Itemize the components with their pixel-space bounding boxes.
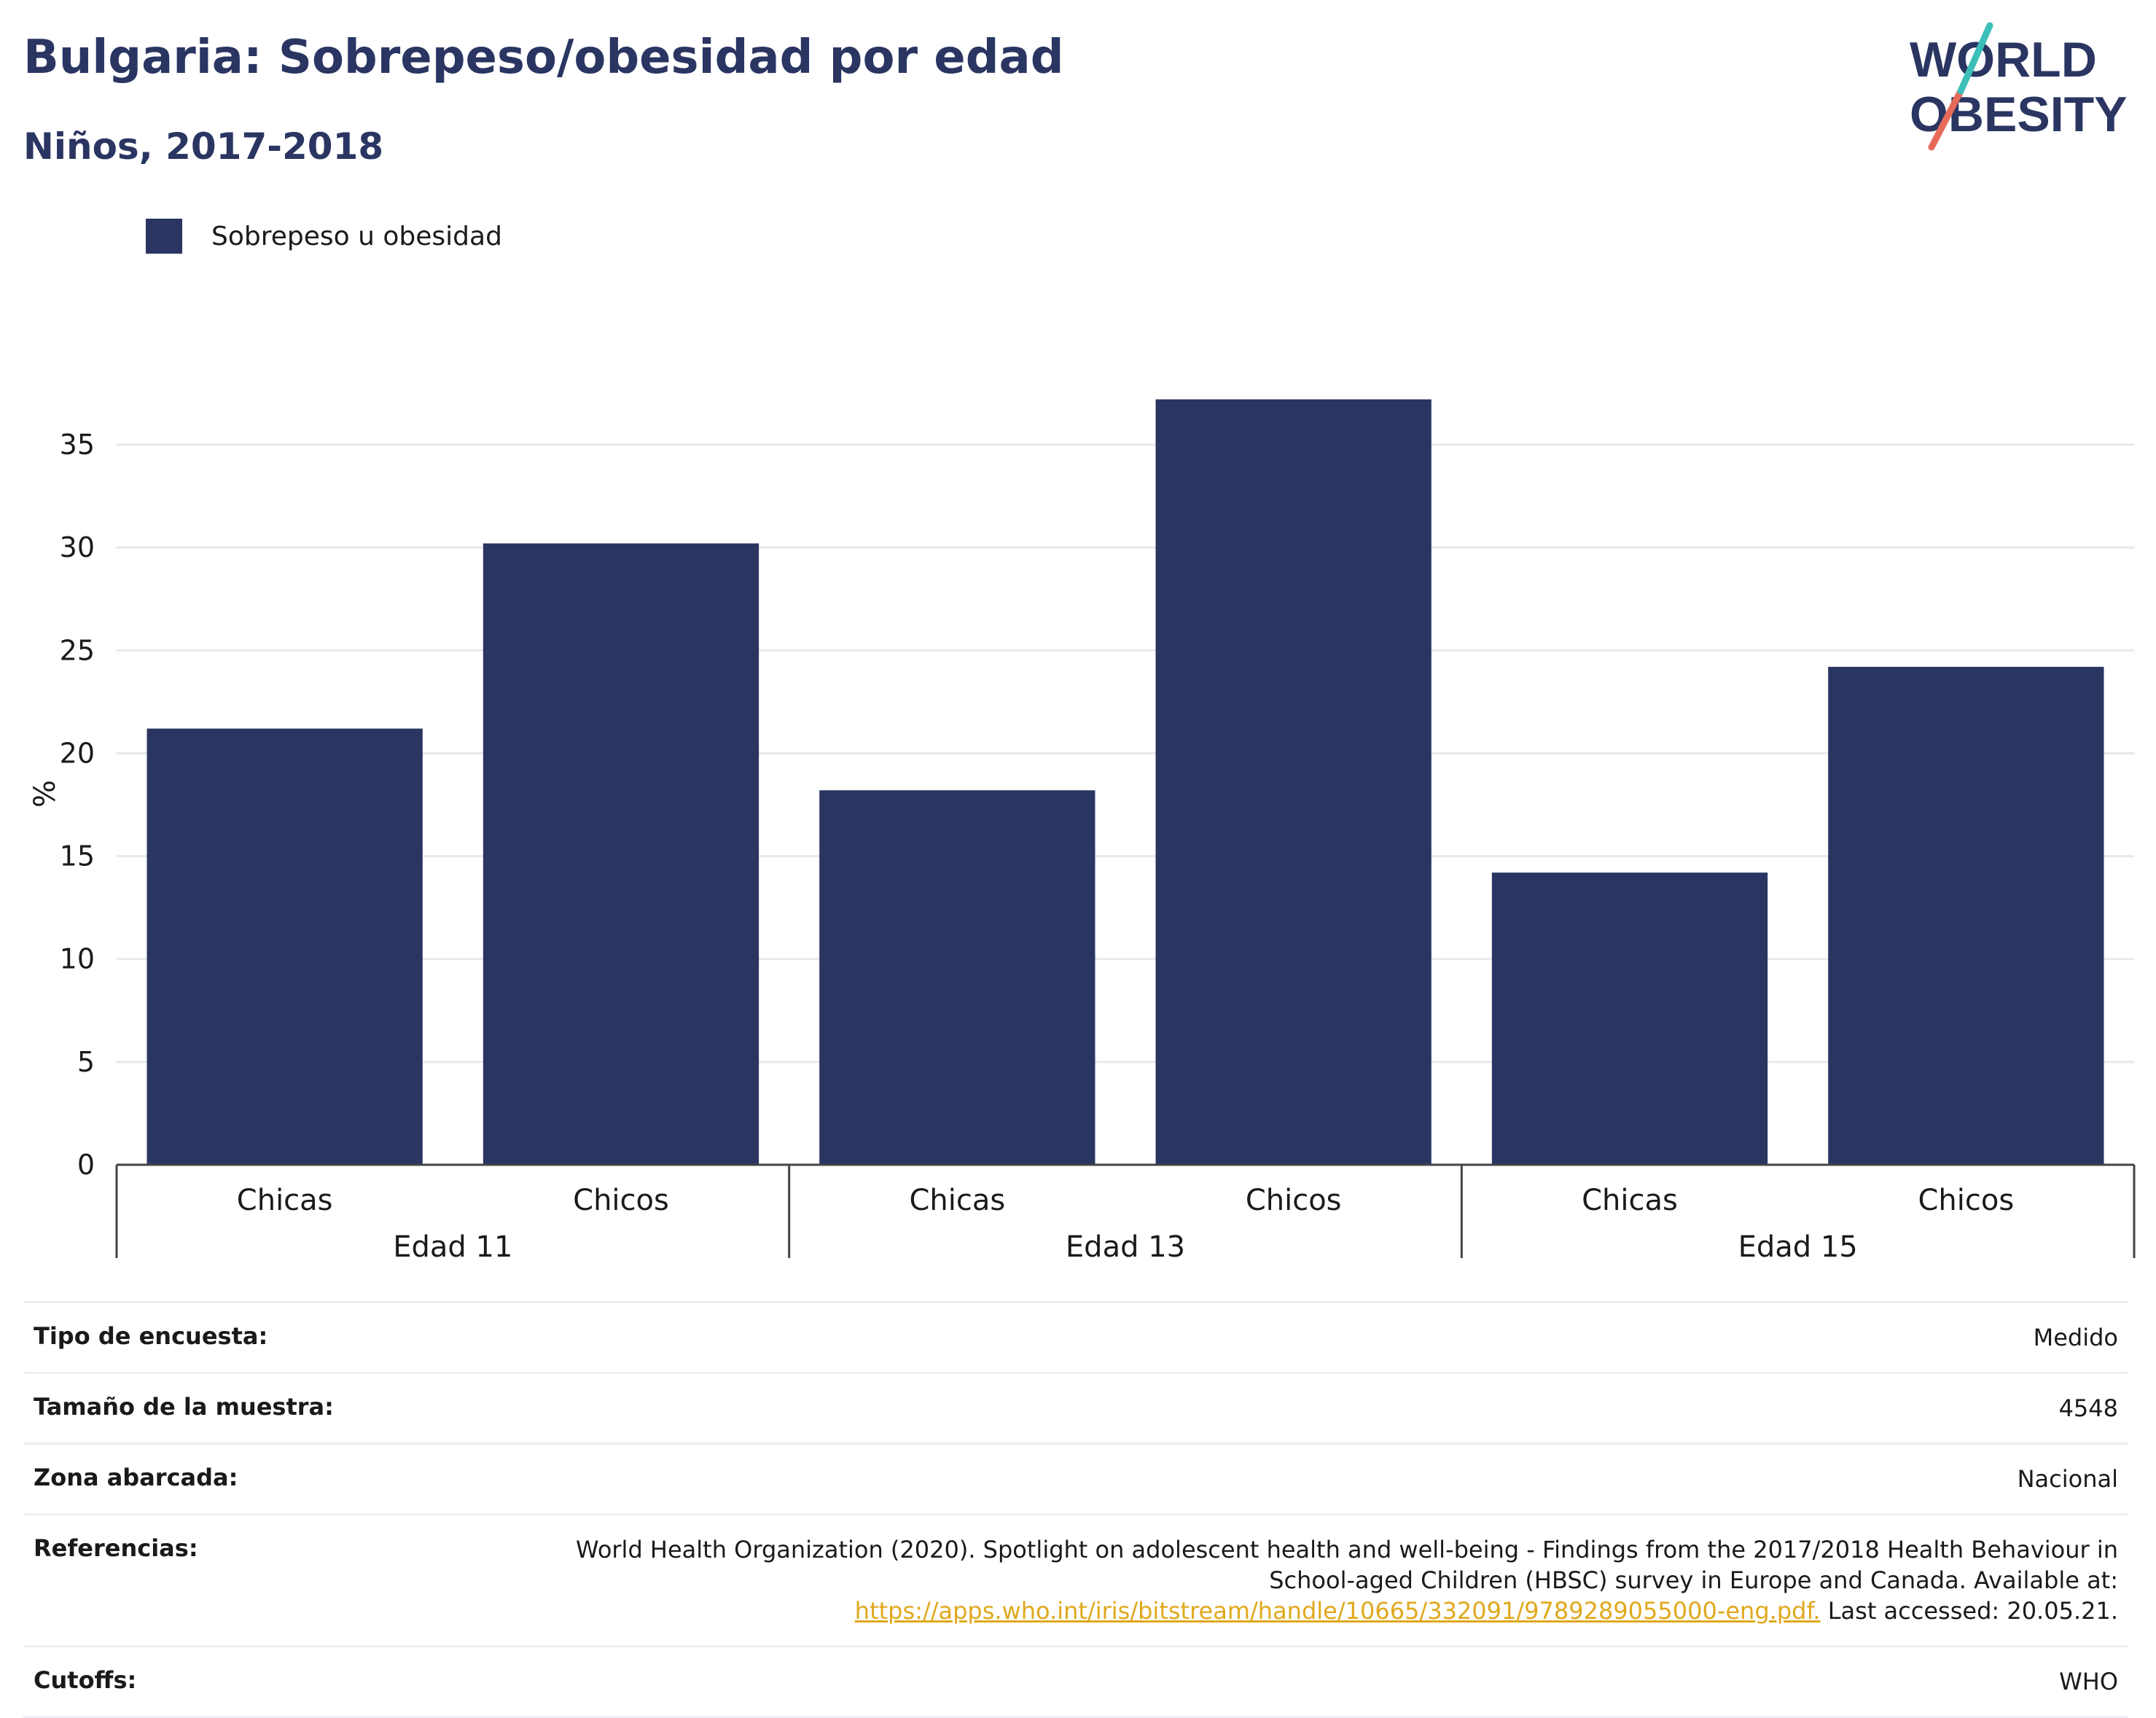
bar <box>819 790 1095 1165</box>
y-tick-label: 35 <box>60 429 95 461</box>
meta-label: Cutoffs: <box>34 1666 137 1694</box>
bar <box>1491 872 1768 1165</box>
meta-label: Tamaño de la muestra: <box>34 1393 334 1421</box>
meta-label: Tipo de encuesta: <box>34 1322 268 1350</box>
bar-chart: 0 5 10 15 20 25 30 35% Chicas Chicos Edad 11 Chicas… <box>28 399 2136 1264</box>
meta-value: WHO <box>2059 1668 2118 1695</box>
meta-row-references: Referencias: World Health Organization (… <box>23 1513 2128 1645</box>
x-tick-label: Chicas <box>1582 1184 1678 1217</box>
meta-value: 4548 <box>2058 1394 2118 1422</box>
meta-label: Referencias: <box>34 1534 198 1562</box>
x-group-label: Edad 13 <box>1066 1230 1185 1264</box>
meta-row-area: Zona abarcada: Nacional <box>23 1442 2128 1513</box>
y-tick-label: 25 <box>60 634 95 666</box>
chart-subtitle: Niños, 2017-2018 <box>23 125 384 168</box>
references-accessed: Last accessed: 20.05.21. <box>1820 1597 2118 1625</box>
references-link[interactable]: https://apps.who.int/iris/bitstream/hand… <box>854 1597 1821 1625</box>
bar <box>1828 666 2104 1165</box>
references-line1: World Health Organization (2020). Spotli… <box>576 1536 2118 1563</box>
y-tick-label: 15 <box>60 840 95 872</box>
legend-swatch <box>146 219 182 254</box>
logo-slash-upper <box>1957 22 1993 95</box>
y-tick-label: 0 <box>77 1149 95 1181</box>
x-tick-label: Chicos <box>1246 1184 1342 1217</box>
meta-label: Zona abarcada: <box>34 1464 238 1491</box>
meta-row-sample-size: Tamaño de la muestra: 4548 <box>23 1372 2128 1442</box>
chart-title: Bulgaria: Sobrepeso/obesidad por edad <box>23 31 1064 85</box>
meta-row-survey-type: Tipo de encuesta: Medido <box>23 1301 2128 1372</box>
y-tick-label: 5 <box>77 1046 95 1078</box>
x-tick-label: Chicas <box>237 1184 333 1217</box>
y-tick-label: 20 <box>60 737 95 769</box>
metadata-table: Tipo de encuesta: Medido Tamaño de la mu… <box>23 1301 2128 1718</box>
x-group-label: Edad 15 <box>1738 1230 1858 1264</box>
x-tick-label: Chicos <box>1918 1184 2014 1217</box>
bar <box>1155 399 1432 1165</box>
legend-label: Sobrepeso u obesidad <box>211 221 502 251</box>
x-group-label: Edad 11 <box>393 1230 512 1264</box>
references-text: World Health Organization (2020). Spotli… <box>576 1534 2118 1626</box>
chart-legend: Sobrepeso u obesidad <box>146 219 502 254</box>
bar <box>483 543 759 1165</box>
world-obesity-logo: WORLD OBESITY <box>1910 22 2128 151</box>
logo-slash-lower <box>1928 87 1964 151</box>
x-tick-label: Chicos <box>573 1184 669 1217</box>
meta-value: Medido <box>2033 1324 2118 1351</box>
meta-row-cutoffs: Cutoffs: WHO <box>23 1645 2128 1718</box>
y-axis-label: % <box>28 780 62 808</box>
logo-line1: WORLD <box>1910 32 2097 87</box>
bar <box>147 728 423 1165</box>
x-tick-label: Chicas <box>909 1184 1005 1217</box>
y-tick-label: 10 <box>60 943 95 975</box>
references-line2: School-aged Children (HBSC) survey in Eu… <box>1269 1566 2118 1594</box>
meta-value: Nacional <box>2017 1465 2118 1493</box>
y-tick-label: 30 <box>60 531 95 563</box>
